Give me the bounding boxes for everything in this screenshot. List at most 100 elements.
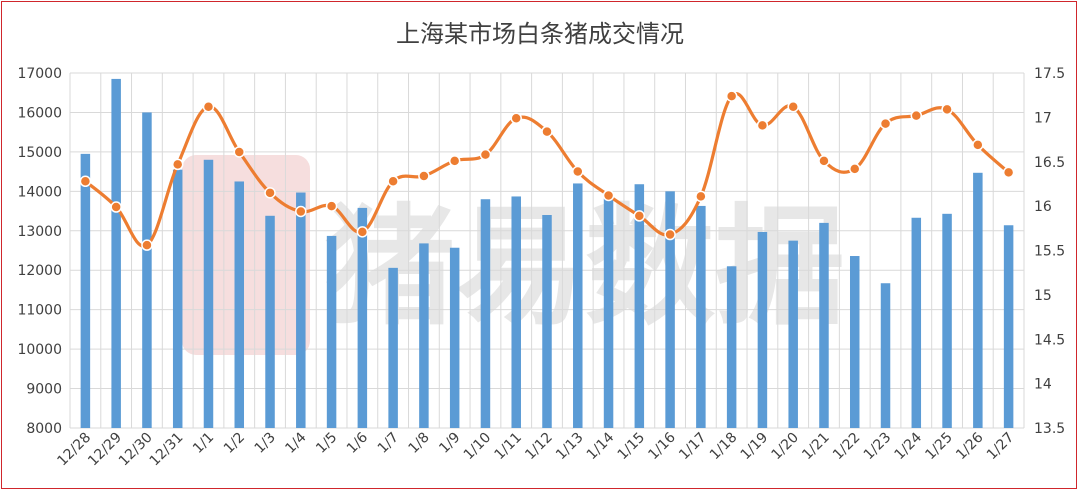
line-point	[510, 112, 522, 125]
line-point	[664, 228, 676, 241]
y-tick-right: 14.5	[1034, 332, 1065, 348]
line-point	[848, 163, 861, 175]
bar	[603, 196, 614, 428]
x-tick: 1/4	[282, 429, 309, 456]
bar	[449, 247, 460, 428]
line-point	[972, 139, 984, 151]
bar	[573, 183, 583, 428]
bar	[172, 169, 183, 428]
x-tick: 1/9	[436, 430, 463, 457]
bar	[542, 215, 552, 428]
bar	[911, 217, 922, 428]
y-tick-left: 16000	[17, 105, 62, 121]
line-point	[325, 200, 338, 212]
y-tick-right: 16.5	[1034, 155, 1065, 171]
bar	[880, 283, 891, 428]
x-tick: 1/2	[221, 430, 248, 457]
x-tick: 1/16	[645, 429, 679, 463]
bar	[111, 78, 121, 429]
line-series	[79, 90, 1015, 251]
x-tick: 12/30	[116, 430, 156, 470]
bar	[326, 235, 337, 428]
bar	[80, 153, 91, 428]
bar	[142, 112, 152, 428]
x-tick: 1/17	[676, 430, 710, 464]
y-tick-right: 17.5	[1034, 66, 1065, 82]
bar	[696, 205, 706, 428]
bar	[357, 207, 368, 428]
y-tick-right: 15	[1034, 288, 1052, 304]
line-point	[110, 201, 122, 213]
bar	[973, 172, 983, 428]
line-point	[1002, 166, 1015, 179]
y-tick-left: 14000	[17, 184, 62, 200]
y-axis-right: 17.5 17 16.5 16 15.5 15 14.5 14 13.5	[1034, 66, 1065, 437]
x-tick: 1/14	[584, 429, 618, 463]
line-point	[941, 103, 953, 116]
x-tick: 12/29	[85, 430, 125, 470]
bar	[234, 181, 245, 428]
y-tick-right: 15.5	[1034, 244, 1065, 260]
x-tick: 1/5	[313, 430, 340, 457]
bar-series	[80, 78, 1014, 429]
x-tick: 1/6	[344, 429, 371, 456]
line-point	[572, 165, 584, 178]
line-point	[233, 146, 246, 158]
bar	[665, 191, 675, 428]
bar	[634, 184, 645, 428]
bar	[942, 213, 952, 428]
line-point	[910, 109, 923, 122]
bar	[511, 196, 521, 428]
y-tick-left: 12000	[17, 263, 62, 279]
y-tick-left: 9000	[26, 382, 62, 398]
x-tick: 1/24	[892, 429, 926, 463]
x-tick: 1/3	[252, 430, 279, 457]
x-tick: 1/1	[190, 430, 217, 457]
bar	[1003, 225, 1014, 428]
bar	[265, 215, 275, 428]
bar	[419, 243, 429, 428]
line-point	[79, 175, 92, 188]
x-tick: 1/21	[799, 430, 833, 464]
x-tick: 1/10	[461, 430, 495, 464]
line-point	[818, 155, 830, 167]
bar	[819, 222, 829, 428]
y-tick-right: 17	[1034, 110, 1052, 126]
bar	[480, 199, 491, 428]
y-tick-right: 14	[1034, 377, 1052, 393]
x-tick: 1/18	[707, 430, 741, 464]
chart-title: 上海某市场白条猪成交情况	[396, 20, 684, 48]
line-point	[418, 170, 430, 182]
bar	[849, 256, 860, 428]
y-axis-left: 17000 16000 15000 14000 13000 12000 11000 10000…	[17, 66, 62, 437]
x-tick: 12/31	[147, 430, 187, 470]
line-point	[387, 175, 399, 188]
x-tick: 1/13	[553, 430, 587, 464]
x-tick: 1/7	[375, 430, 402, 457]
bar	[296, 192, 306, 428]
bar	[788, 240, 798, 428]
line-point	[448, 155, 461, 167]
x-tick: 1/25	[922, 430, 956, 464]
line-point	[295, 205, 307, 218]
x-tick: 1/12	[522, 430, 556, 464]
x-tick: 1/8	[405, 430, 432, 457]
x-tick: 1/20	[768, 430, 802, 464]
x-tick: 1/23	[861, 430, 895, 464]
x-tick: 1/22	[830, 430, 864, 464]
bar	[203, 159, 214, 428]
bar	[757, 231, 768, 428]
line-point	[879, 117, 892, 130]
x-tick: 1/19	[738, 430, 772, 464]
line-point	[633, 210, 646, 222]
watermark-logo	[182, 155, 310, 355]
y-tick-right: 13.5	[1034, 421, 1065, 437]
line-point	[725, 90, 738, 102]
x-tick: 1/26	[953, 429, 987, 463]
y-tick-right: 16	[1034, 199, 1052, 215]
y-tick-left: 15000	[17, 145, 62, 161]
y-tick-left: 8000	[26, 421, 62, 437]
line-point	[602, 189, 615, 202]
line-point	[202, 100, 215, 113]
